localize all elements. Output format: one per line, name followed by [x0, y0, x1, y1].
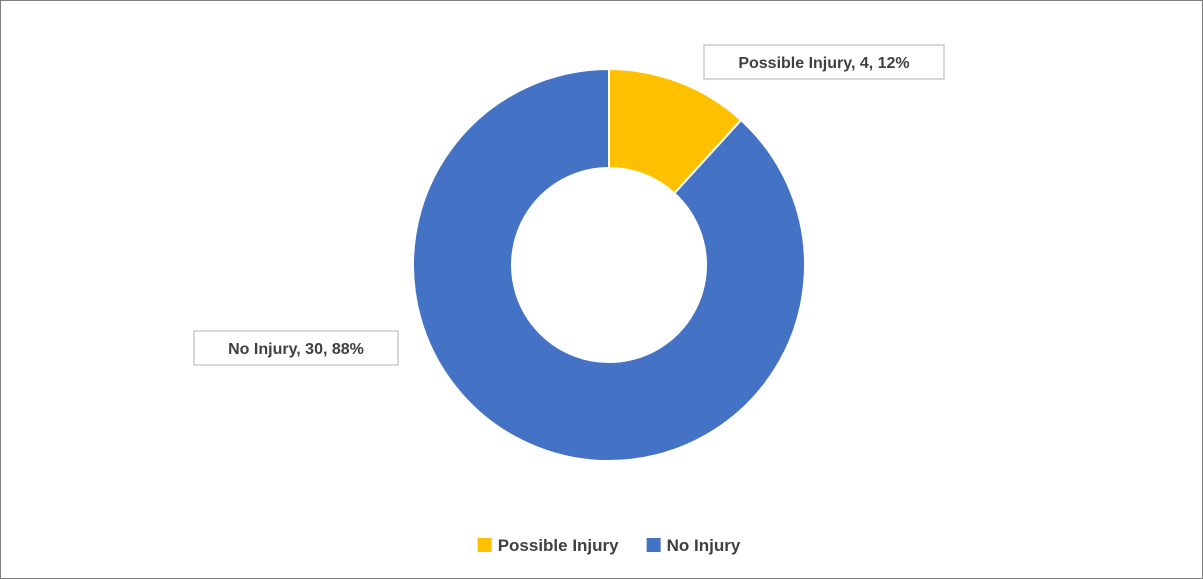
legend: Possible Injury No Injury — [477, 536, 741, 555]
legend-item-no-injury: No Injury — [646, 536, 741, 555]
legend-item-possible-injury: Possible Injury — [477, 536, 619, 555]
legend-swatch — [477, 538, 492, 552]
legend-swatch — [646, 538, 661, 552]
data-label-text: Possible Injury, 4, 12% — [738, 55, 909, 72]
data-label-box — [703, 44, 945, 80]
data-label-text: No Injury, 30, 88% — [228, 341, 364, 358]
data-labels-layer: Possible Injury, 4, 12% No Injury, 30, 88… — [193, 44, 945, 366]
data-label-box — [193, 330, 399, 366]
slices-layer — [412, 67, 806, 462]
legend-label: No Injury — [667, 536, 741, 555]
legend-label: Possible Injury — [498, 536, 619, 555]
slice-no-injury — [412, 67, 806, 462]
data-label-possible-injury: Possible Injury, 4, 12% — [703, 44, 945, 80]
data-label-no-injury: No Injury, 30, 88% — [193, 330, 399, 366]
